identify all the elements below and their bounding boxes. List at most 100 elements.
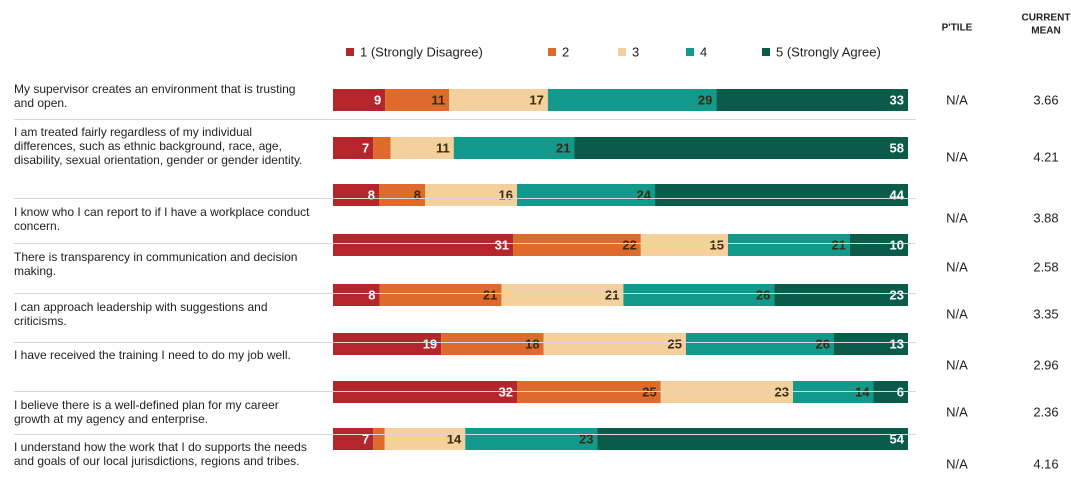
ptile-header: P'TILE (942, 23, 973, 34)
bar-segment (333, 89, 386, 111)
statement: I have received the training I need to d… (14, 348, 291, 362)
bar-segment (333, 184, 379, 206)
statement: There is transparency in communication a… (14, 250, 298, 278)
value-label: 21 (605, 287, 619, 302)
value-label: 31 (495, 237, 509, 252)
value-label: 9 (374, 92, 381, 107)
row-separator (14, 434, 916, 435)
bar-segment (517, 381, 661, 403)
bar-segment (517, 184, 655, 206)
ptile: N/A (946, 149, 968, 164)
bar-segment (655, 184, 908, 206)
statement: I believe there is a well-defined plan f… (14, 398, 279, 426)
bar-segment (373, 137, 391, 159)
value-label: 26 (756, 287, 770, 302)
bar-segment (793, 381, 874, 403)
ptile: N/A (946, 210, 968, 225)
value-label: 8 (368, 187, 375, 202)
bar-segment (660, 381, 793, 403)
current-mean: 3.66 (1033, 92, 1058, 107)
bar-segment (833, 333, 908, 355)
legend-swatch (346, 48, 354, 56)
current-mean: 3.35 (1033, 306, 1058, 321)
bar-segment (849, 234, 908, 256)
ptile: N/A (946, 357, 968, 372)
value-label: 24 (637, 187, 652, 202)
bar-segment (513, 234, 641, 256)
bar-segment (727, 234, 850, 256)
current-mean: 3.88 (1033, 210, 1058, 225)
row-separator (14, 342, 916, 343)
bar-segment (716, 89, 908, 111)
ptile: N/A (946, 404, 968, 419)
bar-segment (333, 284, 380, 306)
statement: I can approach leadership with suggestio… (14, 300, 268, 328)
value-label: 11 (431, 92, 445, 107)
value-label: 8 (368, 287, 375, 302)
value-label: 10 (890, 237, 904, 252)
value-label: 25 (668, 336, 682, 351)
bar-segment (333, 234, 514, 256)
value-label: 23 (579, 431, 593, 446)
value-label: 17 (529, 92, 543, 107)
current-mean: 2.96 (1033, 357, 1058, 372)
ptile: N/A (946, 259, 968, 274)
statement: I understand how the work that I do supp… (14, 440, 307, 468)
bar-segment (333, 137, 374, 159)
value-label: 26 (816, 336, 830, 351)
bar-segment (465, 428, 598, 450)
value-label: 7 (362, 140, 369, 155)
mean-header: MEAN (1031, 26, 1060, 37)
bar-segment (873, 381, 908, 403)
bar-segment (333, 333, 442, 355)
legend-swatch (762, 48, 770, 56)
value-label: 19 (423, 336, 437, 351)
current-mean: 4.21 (1033, 149, 1058, 164)
value-label: 21 (831, 237, 845, 252)
bar-segment (774, 284, 908, 306)
value-label: 14 (447, 431, 462, 446)
ptile: N/A (946, 456, 968, 471)
legend-label: 3 (632, 44, 639, 59)
bar-segment (390, 137, 454, 159)
legend-swatch (686, 48, 694, 56)
legend-swatch (618, 48, 626, 56)
bar-segment (501, 284, 624, 306)
ptile: N/A (946, 306, 968, 321)
bar-segment (384, 428, 466, 450)
value-label: 16 (499, 187, 513, 202)
bar-segment (425, 184, 517, 206)
row-separator (14, 391, 916, 392)
bar-segment (373, 428, 385, 450)
bar-segment (379, 184, 425, 206)
bar-segment (449, 89, 548, 111)
bar-segment (453, 137, 575, 159)
value-label: 8 (414, 187, 421, 202)
bar-segment (333, 381, 517, 403)
bar-segment (441, 333, 544, 355)
bar-segment (547, 89, 717, 111)
ptile: N/A (946, 92, 968, 107)
current-mean: 2.58 (1033, 259, 1058, 274)
bar-segment (685, 333, 834, 355)
legend-swatch (548, 48, 556, 56)
value-label: 21 (483, 287, 497, 302)
row-separator (14, 198, 916, 199)
mean-header: CURRENT (1022, 13, 1071, 24)
row-separator (14, 119, 916, 120)
row-separator (14, 243, 916, 244)
bar-segment (385, 89, 450, 111)
bar-segment (623, 284, 775, 306)
value-label: 22 (622, 237, 636, 252)
value-label: 13 (890, 336, 904, 351)
current-mean: 2.36 (1033, 404, 1058, 419)
legend-label: 1 (Strongly Disagree) (360, 44, 483, 59)
value-label: 21 (556, 140, 570, 155)
legend-label: 2 (562, 44, 569, 59)
bar-segment (379, 284, 502, 306)
row-separator (14, 293, 916, 294)
bar-segment (597, 428, 908, 450)
value-label: 54 (890, 431, 905, 446)
